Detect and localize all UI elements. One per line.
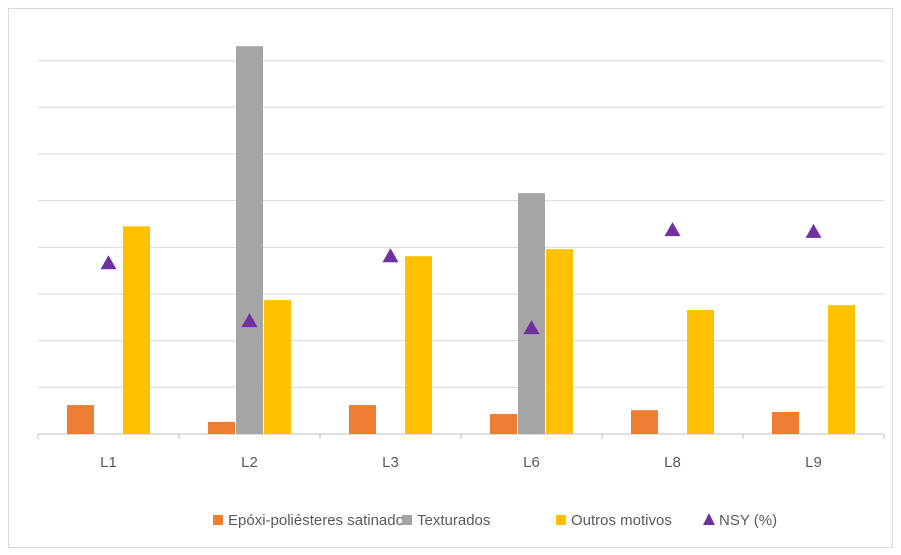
x-tick-label: L2	[241, 454, 258, 471]
bar	[264, 300, 291, 434]
bar	[236, 46, 263, 434]
legend-label: NSY (%)	[719, 512, 777, 529]
legend-label: Texturados	[417, 512, 490, 529]
x-tick-label: L8	[664, 454, 681, 471]
x-tick-label: L3	[382, 454, 399, 471]
bar	[828, 305, 855, 434]
legend-swatch	[213, 515, 223, 525]
marker	[100, 255, 117, 270]
marker	[382, 248, 399, 263]
bar	[518, 193, 545, 434]
bar	[349, 405, 376, 434]
legend-swatch	[402, 515, 412, 525]
bar	[687, 309, 714, 434]
bar	[631, 410, 658, 434]
x-tick-label: L1	[100, 454, 117, 471]
legend-swatch	[556, 515, 566, 525]
marker	[241, 313, 258, 328]
chart-border	[8, 8, 893, 548]
bar	[67, 405, 94, 434]
marker	[805, 223, 822, 238]
x-tick-label: L9	[805, 454, 822, 471]
bar	[208, 421, 235, 434]
bar	[546, 249, 573, 434]
bar	[490, 413, 517, 434]
bar	[123, 226, 150, 434]
legend-marker	[703, 513, 715, 525]
legend-label: Outros motivos	[571, 512, 672, 529]
x-tick-label: L6	[523, 454, 540, 471]
marker	[523, 320, 540, 335]
legend-label: Epóxi-poliésteres satinados	[228, 512, 411, 529]
marker	[664, 222, 681, 237]
bar	[405, 256, 432, 434]
bar	[772, 412, 799, 434]
